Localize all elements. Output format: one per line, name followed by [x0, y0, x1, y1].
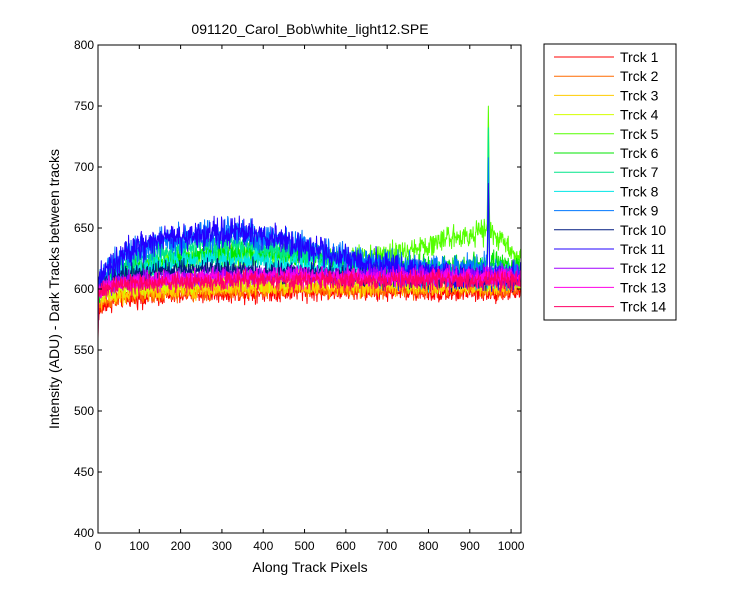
legend: Trck 1 Trck 2 Trck 3 Trck 4 Trck 5 Trck 6 Trck… [543, 43, 677, 321]
legend-label: Trck 7 [620, 164, 659, 180]
x-tick-label: 300 [212, 539, 232, 553]
y-tick-label: 800 [74, 38, 94, 52]
x-tick-label: 100 [129, 539, 149, 553]
x-axis-label: Along Track Pixels [252, 559, 367, 575]
axis-ticks: 0 100 200 300 400 500 600 700 800 900 1000 400 450 50… [74, 38, 525, 553]
y-axis-label: Intensity (ADU) - Dark Tracks between tr… [46, 149, 62, 429]
legend-label: Trck 5 [620, 126, 659, 142]
y-tick-label: 450 [74, 465, 94, 479]
y-tick-label: 700 [74, 160, 94, 174]
legend-label: Trck 12 [620, 260, 666, 276]
chart-title: 091120_Carol_Bob\white_light12.SPE [191, 21, 428, 37]
legend-label: Trck 2 [620, 68, 659, 84]
x-tick-label: 0 [95, 539, 102, 553]
x-tick-label: 1000 [498, 539, 525, 553]
legend-label: Trck 9 [620, 203, 659, 219]
y-tick-label: 750 [74, 99, 94, 113]
legend-label: Trck 8 [620, 183, 659, 199]
y-tick-label: 400 [74, 526, 94, 540]
legend-label: Trck 4 [620, 107, 659, 123]
y-tick-label: 550 [74, 343, 94, 357]
x-tick-label: 200 [171, 539, 191, 553]
legend-label: Trck 3 [620, 87, 659, 103]
y-tick-label: 500 [74, 404, 94, 418]
legend-label: Trck 13 [620, 279, 666, 295]
x-tick-label: 800 [418, 539, 438, 553]
x-tick-label: 900 [460, 539, 480, 553]
legend-label: Trck 1 [620, 49, 659, 65]
series-layer [98, 105, 522, 341]
y-tick-label: 650 [74, 221, 94, 235]
y-tick-label: 600 [74, 282, 94, 296]
legend-label: Trck 11 [620, 241, 665, 257]
legend-label: Trck 14 [620, 299, 666, 315]
x-tick-label: 700 [377, 539, 397, 553]
series-line-trck-14 [98, 268, 522, 341]
x-tick-label: 400 [253, 539, 273, 553]
legend-label: Trck 10 [620, 222, 666, 238]
x-tick-label: 600 [336, 539, 356, 553]
legend-label: Trck 6 [620, 145, 659, 161]
legend-box [543, 43, 677, 321]
x-tick-label: 500 [295, 539, 315, 553]
